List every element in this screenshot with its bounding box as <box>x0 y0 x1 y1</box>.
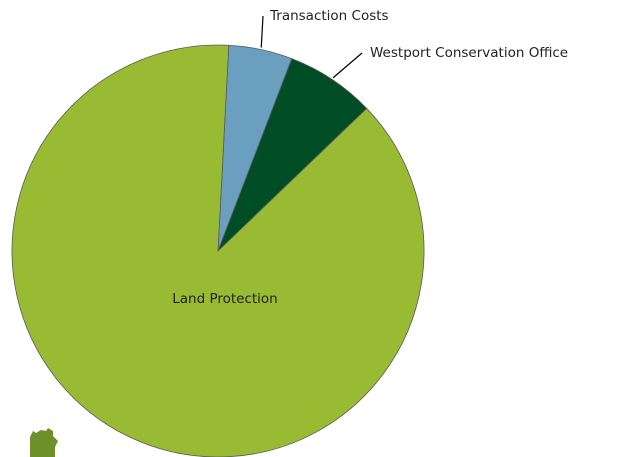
pie-slice-land-protection <box>11 44 425 457</box>
leader-line-transaction-costs <box>260 15 264 48</box>
leader-line-westport-conservation-office <box>332 52 363 79</box>
pie-label-land-protection: Land Protection <box>172 291 278 307</box>
pie-label-westport-conservation-office: Westport Conservation Office <box>370 45 568 61</box>
pie-label-transaction-costs: Transaction Costs <box>269 8 389 24</box>
organization-logo-icon <box>30 428 58 457</box>
